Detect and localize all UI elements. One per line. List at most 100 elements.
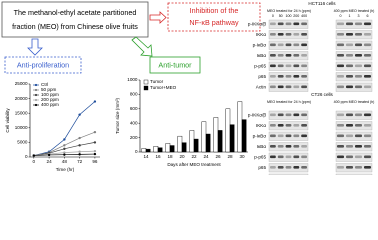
y-tick-label: 0: [25, 154, 28, 159]
x-tick-label: 20: [179, 154, 185, 159]
blot-band: [364, 33, 371, 36]
blot-band: [337, 43, 344, 47]
bar: [241, 119, 247, 153]
blot-band: [277, 64, 284, 68]
bar: [157, 147, 163, 153]
blot-band: [301, 155, 307, 159]
point: [78, 153, 81, 156]
lane-label: 50: [279, 14, 283, 18]
blot-band: [346, 113, 353, 117]
legend-label: Ctrl: [41, 82, 48, 87]
blot-band: [293, 155, 300, 159]
x-tick-label: 26: [215, 154, 221, 159]
blot-band: [285, 64, 292, 68]
point: [93, 130, 97, 134]
blot-band: [337, 75, 344, 78]
blot-band: [364, 166, 371, 169]
pathway-text: NF-κB pathway: [189, 18, 239, 27]
blot-label: p-IKKα/β: [248, 21, 266, 26]
blot-band: [355, 124, 362, 127]
y-tick-label: 0: [135, 149, 138, 154]
blot-band: [285, 145, 292, 148]
blot-panel: [335, 51, 373, 61]
bar: [169, 145, 175, 153]
y-tick-label: 25000: [15, 81, 28, 86]
legend-label: Tumor+MEO: [150, 85, 177, 90]
blot-band: [355, 64, 362, 68]
blot-band: [285, 33, 292, 36]
effect-text: Anti-proliferation: [17, 60, 69, 69]
x-tick-label: 0: [33, 159, 36, 164]
blot-band: [346, 124, 353, 127]
point: [93, 100, 97, 103]
blot-panel: [335, 152, 373, 162]
point: [63, 153, 66, 156]
blot-band: [293, 166, 300, 169]
blot-band: [293, 134, 300, 138]
blot-band: [285, 75, 292, 78]
blot-band: [301, 75, 307, 78]
blot-band: [270, 145, 276, 148]
blot-label: p-IκBα: [253, 42, 267, 47]
blot-band: [337, 33, 344, 36]
blot-label: Actin: [256, 84, 267, 89]
pathway-box: [167, 2, 261, 32]
cell-line: HCT116 cells: [308, 1, 336, 6]
blot-band: [285, 22, 292, 26]
effect-text: Anti-tumor: [158, 60, 192, 69]
legend-label: 100 ppm: [41, 92, 59, 97]
blot-band: [301, 64, 307, 68]
legend-label: Tumor: [150, 79, 164, 84]
lane-label: 0: [272, 14, 274, 18]
y-tick-label: 200: [130, 135, 138, 140]
lane-label: 400: [301, 14, 307, 18]
x-tick-label: 48: [62, 159, 68, 164]
bar: [145, 148, 151, 153]
x-tick-label: 14: [143, 154, 149, 159]
legend-label: 50 ppm: [41, 87, 56, 92]
y-tick-label: 1000: [127, 77, 138, 82]
blot-band: [301, 145, 307, 148]
point: [78, 144, 81, 147]
blot-band: [277, 22, 284, 26]
blot-band: [293, 124, 300, 127]
blot-band: [285, 134, 292, 138]
blot-band: [355, 113, 362, 117]
blot-band: [270, 43, 276, 47]
blot-band: [364, 145, 371, 148]
blot-band: [355, 75, 362, 78]
blot-band: [293, 113, 300, 117]
graphical-abstract: The methanol-ethyl acetate partitioned f…: [1, 1, 375, 175]
blot-band: [285, 124, 292, 127]
effect-box: [4, 56, 82, 74]
blot-label: IκBα: [257, 53, 267, 58]
blot-band: [346, 43, 353, 47]
blot-label: p-IKKα/β: [248, 112, 266, 117]
blot-band: [355, 145, 362, 148]
blot-band: [293, 145, 300, 148]
blot-label: IκBα: [257, 144, 267, 149]
blot-panel: [335, 19, 373, 29]
y-tick-label: 20000: [15, 96, 28, 101]
blot-label: p65: [258, 165, 266, 170]
blot-band: [277, 85, 284, 89]
blot-band: [277, 124, 284, 127]
y-tick-label: 10000: [15, 125, 28, 130]
y-axis-title: Cell viability: [5, 108, 10, 133]
bar: [181, 142, 187, 153]
blot-band: [346, 22, 353, 26]
effect-box: [149, 56, 201, 74]
cell-line: CT26 cells: [311, 92, 333, 97]
blot-band: [270, 64, 276, 68]
x-tick-label: 24: [47, 159, 53, 164]
bar: [213, 117, 219, 153]
legend-marker: [34, 93, 38, 97]
blot-label: p-IκBα: [253, 133, 267, 138]
time-header: 400 ppm MEO treated (h): [334, 100, 375, 104]
x-tick-label: 22: [191, 154, 197, 159]
dose-header: MEO treated for 24 h (ppm): [267, 100, 311, 104]
blot-panel: [335, 121, 373, 131]
time-header: 400 ppm MEO treated (h): [334, 9, 375, 13]
blot-band: [364, 22, 371, 26]
blot-band: [346, 145, 353, 148]
